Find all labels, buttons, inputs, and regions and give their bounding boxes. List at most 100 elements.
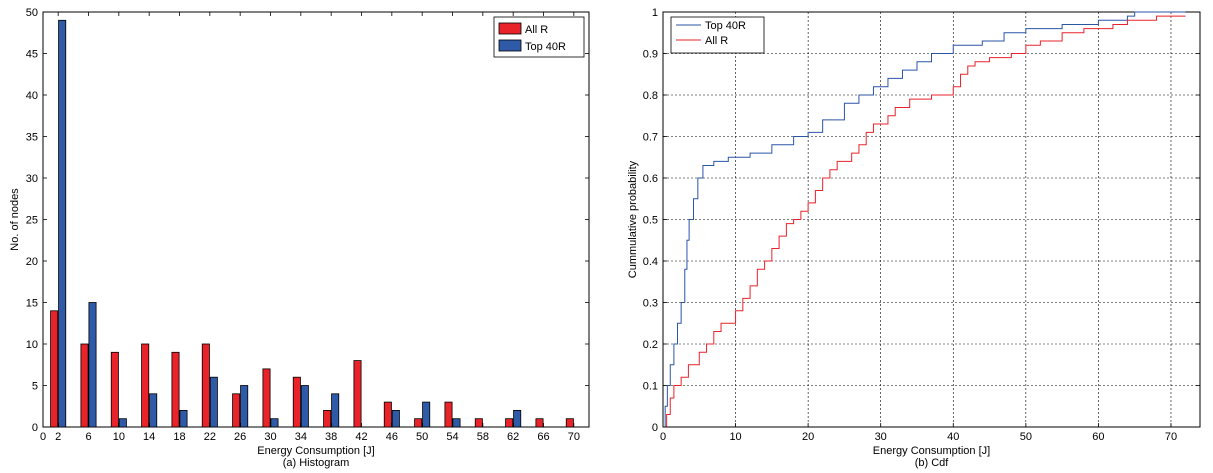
histogram-bar-top-40r bbox=[118, 418, 127, 428]
cdf-y-ticks: 0 0.1 0.2 0.3 0.4 0.5 0.6 0.7 0.8 0.9 1 bbox=[643, 7, 1200, 434]
histogram-x-tick-label: 70 bbox=[568, 431, 580, 443]
histogram-y-tick-label: 0 bbox=[32, 422, 38, 434]
histogram-panel: 0 2 6 10 14 18 22 26 30 34 38 42 46 50 54 58 62 66 70 0510… bbox=[9, 7, 590, 469]
cdf-panel: 0 10 20 30 40 50 60 70 0 0.1 0.2 0.3 0.4 0.5 0.6 0.7 0.… bbox=[627, 7, 1201, 469]
cdf-x-tick-label: 0 bbox=[660, 431, 666, 443]
histogram-legend-swatch bbox=[498, 22, 522, 35]
histogram-bar-all-r bbox=[50, 310, 59, 428]
histogram-x-tick-label: 2 bbox=[55, 431, 61, 443]
histogram-bar-top-40r bbox=[331, 393, 340, 428]
histogram-x-tick-label: 50 bbox=[416, 431, 428, 443]
histogram-bar-all-r bbox=[474, 418, 483, 428]
histogram-y-tick-label: 25 bbox=[26, 215, 38, 227]
histogram-bar-top-40r bbox=[391, 409, 400, 428]
histogram-bar-all-r bbox=[353, 360, 362, 428]
cdf-y-tick-label: 0.5 bbox=[643, 215, 658, 227]
histogram-bar-top-40r bbox=[422, 401, 431, 428]
histogram-x-tick-label: 26 bbox=[234, 431, 246, 443]
histogram-legend: All R Top 40R bbox=[493, 16, 585, 58]
cdf-x-tick-label: 10 bbox=[729, 431, 741, 443]
histogram-bar-all-r bbox=[292, 376, 301, 428]
histogram-y-tick-label: 35 bbox=[26, 132, 38, 144]
histogram-legend-swatch bbox=[498, 39, 522, 52]
histogram-bar-top-40r bbox=[240, 385, 249, 428]
histogram-bar-top-40r bbox=[300, 385, 309, 428]
histogram-bar-all-r bbox=[505, 418, 514, 428]
cdf-y-tick-label: 0.1 bbox=[643, 381, 658, 393]
histogram-x-tick-label: 30 bbox=[264, 431, 276, 443]
histogram-bar-top-40r bbox=[149, 393, 158, 428]
histogram-x-tick-label: 46 bbox=[386, 431, 398, 443]
histogram-y-tick-label: 45 bbox=[26, 49, 38, 61]
histogram-x-tick-label: 62 bbox=[507, 431, 519, 443]
histogram-y-tick-label: 30 bbox=[26, 173, 38, 185]
histogram-bar-all-r bbox=[141, 343, 150, 428]
histogram-plot-area bbox=[42, 11, 590, 428]
cdf-legend-label: Top 40R bbox=[705, 20, 746, 32]
histogram-x-tick-label: 66 bbox=[537, 431, 549, 443]
cdf-legend-box bbox=[670, 16, 765, 54]
histogram-bar-all-r bbox=[414, 418, 423, 428]
cdf-x-ticks: 0 10 20 30 40 50 60 70 bbox=[660, 423, 1177, 443]
histogram-bar-all-r bbox=[201, 343, 210, 428]
cdf-grid bbox=[663, 12, 1200, 427]
histogram-bar-all-r bbox=[535, 418, 544, 428]
histogram-bar-all-r bbox=[262, 368, 271, 428]
histogram-y-axis-label: No. of nodes bbox=[9, 188, 21, 251]
histogram-bar-top-40r bbox=[452, 418, 461, 428]
histogram-bars bbox=[50, 19, 574, 428]
histogram-bar-all-r bbox=[444, 401, 453, 428]
histogram-bar-all-r bbox=[383, 401, 392, 428]
histogram-x-tick-label: 0 bbox=[40, 431, 46, 443]
histogram-x-tick-label: 14 bbox=[143, 431, 155, 443]
histogram-bar-all-r bbox=[80, 343, 89, 428]
histogram-x-tick-label: 6 bbox=[85, 431, 91, 443]
histogram-bar-all-r bbox=[232, 393, 241, 428]
histogram-caption: (a) Histogram bbox=[283, 457, 350, 469]
cdf-x-axis-label: Energy Consumption [J] bbox=[873, 445, 990, 457]
histogram-x-tick-label: 54 bbox=[446, 431, 458, 443]
cdf-y-tick-label: 0.3 bbox=[643, 298, 658, 310]
cdf-y-tick-label: 0.4 bbox=[643, 256, 658, 268]
histogram-bar-top-40r bbox=[58, 19, 67, 428]
cdf-y-tick-label: 0.7 bbox=[643, 132, 658, 144]
cdf-caption: (b) Cdf bbox=[915, 457, 950, 469]
cdf-legend: Top 40R All R bbox=[670, 16, 765, 54]
histogram-x-tick-label: 10 bbox=[113, 431, 125, 443]
histogram-y-tick-label: 10 bbox=[26, 339, 38, 351]
histogram-x-tick-label: 42 bbox=[355, 431, 367, 443]
cdf-x-tick-label: 70 bbox=[1165, 431, 1177, 443]
histogram-legend-label: Top 40R bbox=[525, 41, 566, 53]
cdf-y-axis-label: Cummulative probability bbox=[627, 160, 639, 278]
cdf-y-tick-label: 0.2 bbox=[643, 339, 658, 351]
cdf-x-tick-label: 50 bbox=[1020, 431, 1032, 443]
histogram-y-tick-label: 15 bbox=[26, 298, 38, 310]
cdf-line-all-r bbox=[663, 15, 1186, 428]
cdf-lines bbox=[663, 11, 1186, 428]
histogram-bar-top-40r bbox=[513, 409, 522, 428]
cdf-y-tick-label: 0.8 bbox=[643, 90, 658, 102]
cdf-x-tick-label: 60 bbox=[1092, 431, 1104, 443]
cdf-y-tick-label: 0 bbox=[652, 422, 658, 434]
histogram-bar-top-40r bbox=[88, 302, 97, 428]
histogram-bar-top-40r bbox=[270, 418, 279, 428]
histogram-y-tick-label: 50 bbox=[26, 7, 38, 19]
cdf-legend-label: All R bbox=[705, 35, 728, 47]
histogram-y-ticks: 0 5 10 15 20 25 30 35 40 45 50 bbox=[26, 7, 589, 434]
cdf-y-tick-label: 0.9 bbox=[643, 49, 658, 61]
histogram-bar-top-40r bbox=[209, 376, 218, 428]
histogram-x-tick-label: 18 bbox=[173, 431, 185, 443]
histogram-x-axis-label: Energy Consumption [J] bbox=[257, 445, 374, 457]
cdf-y-tick-label: 0.6 bbox=[643, 173, 658, 185]
histogram-x-ticks: 0 2 6 10 14 18 22 26 30 34 38 42 46 50 54 58 62 66 70 bbox=[40, 12, 580, 443]
histogram-x-tick-label: 38 bbox=[325, 431, 337, 443]
histogram-bar-all-r bbox=[565, 418, 574, 428]
histogram-x-tick-label: 22 bbox=[204, 431, 216, 443]
histogram-y-tick-label: 40 bbox=[26, 90, 38, 102]
cdf-line-top-40r bbox=[663, 11, 1186, 428]
histogram-bar-all-r bbox=[110, 351, 119, 428]
histogram-y-tick-label: 20 bbox=[26, 256, 38, 268]
histogram-y-tick-label: 5 bbox=[32, 381, 38, 393]
histogram-bar-all-r bbox=[323, 409, 332, 428]
